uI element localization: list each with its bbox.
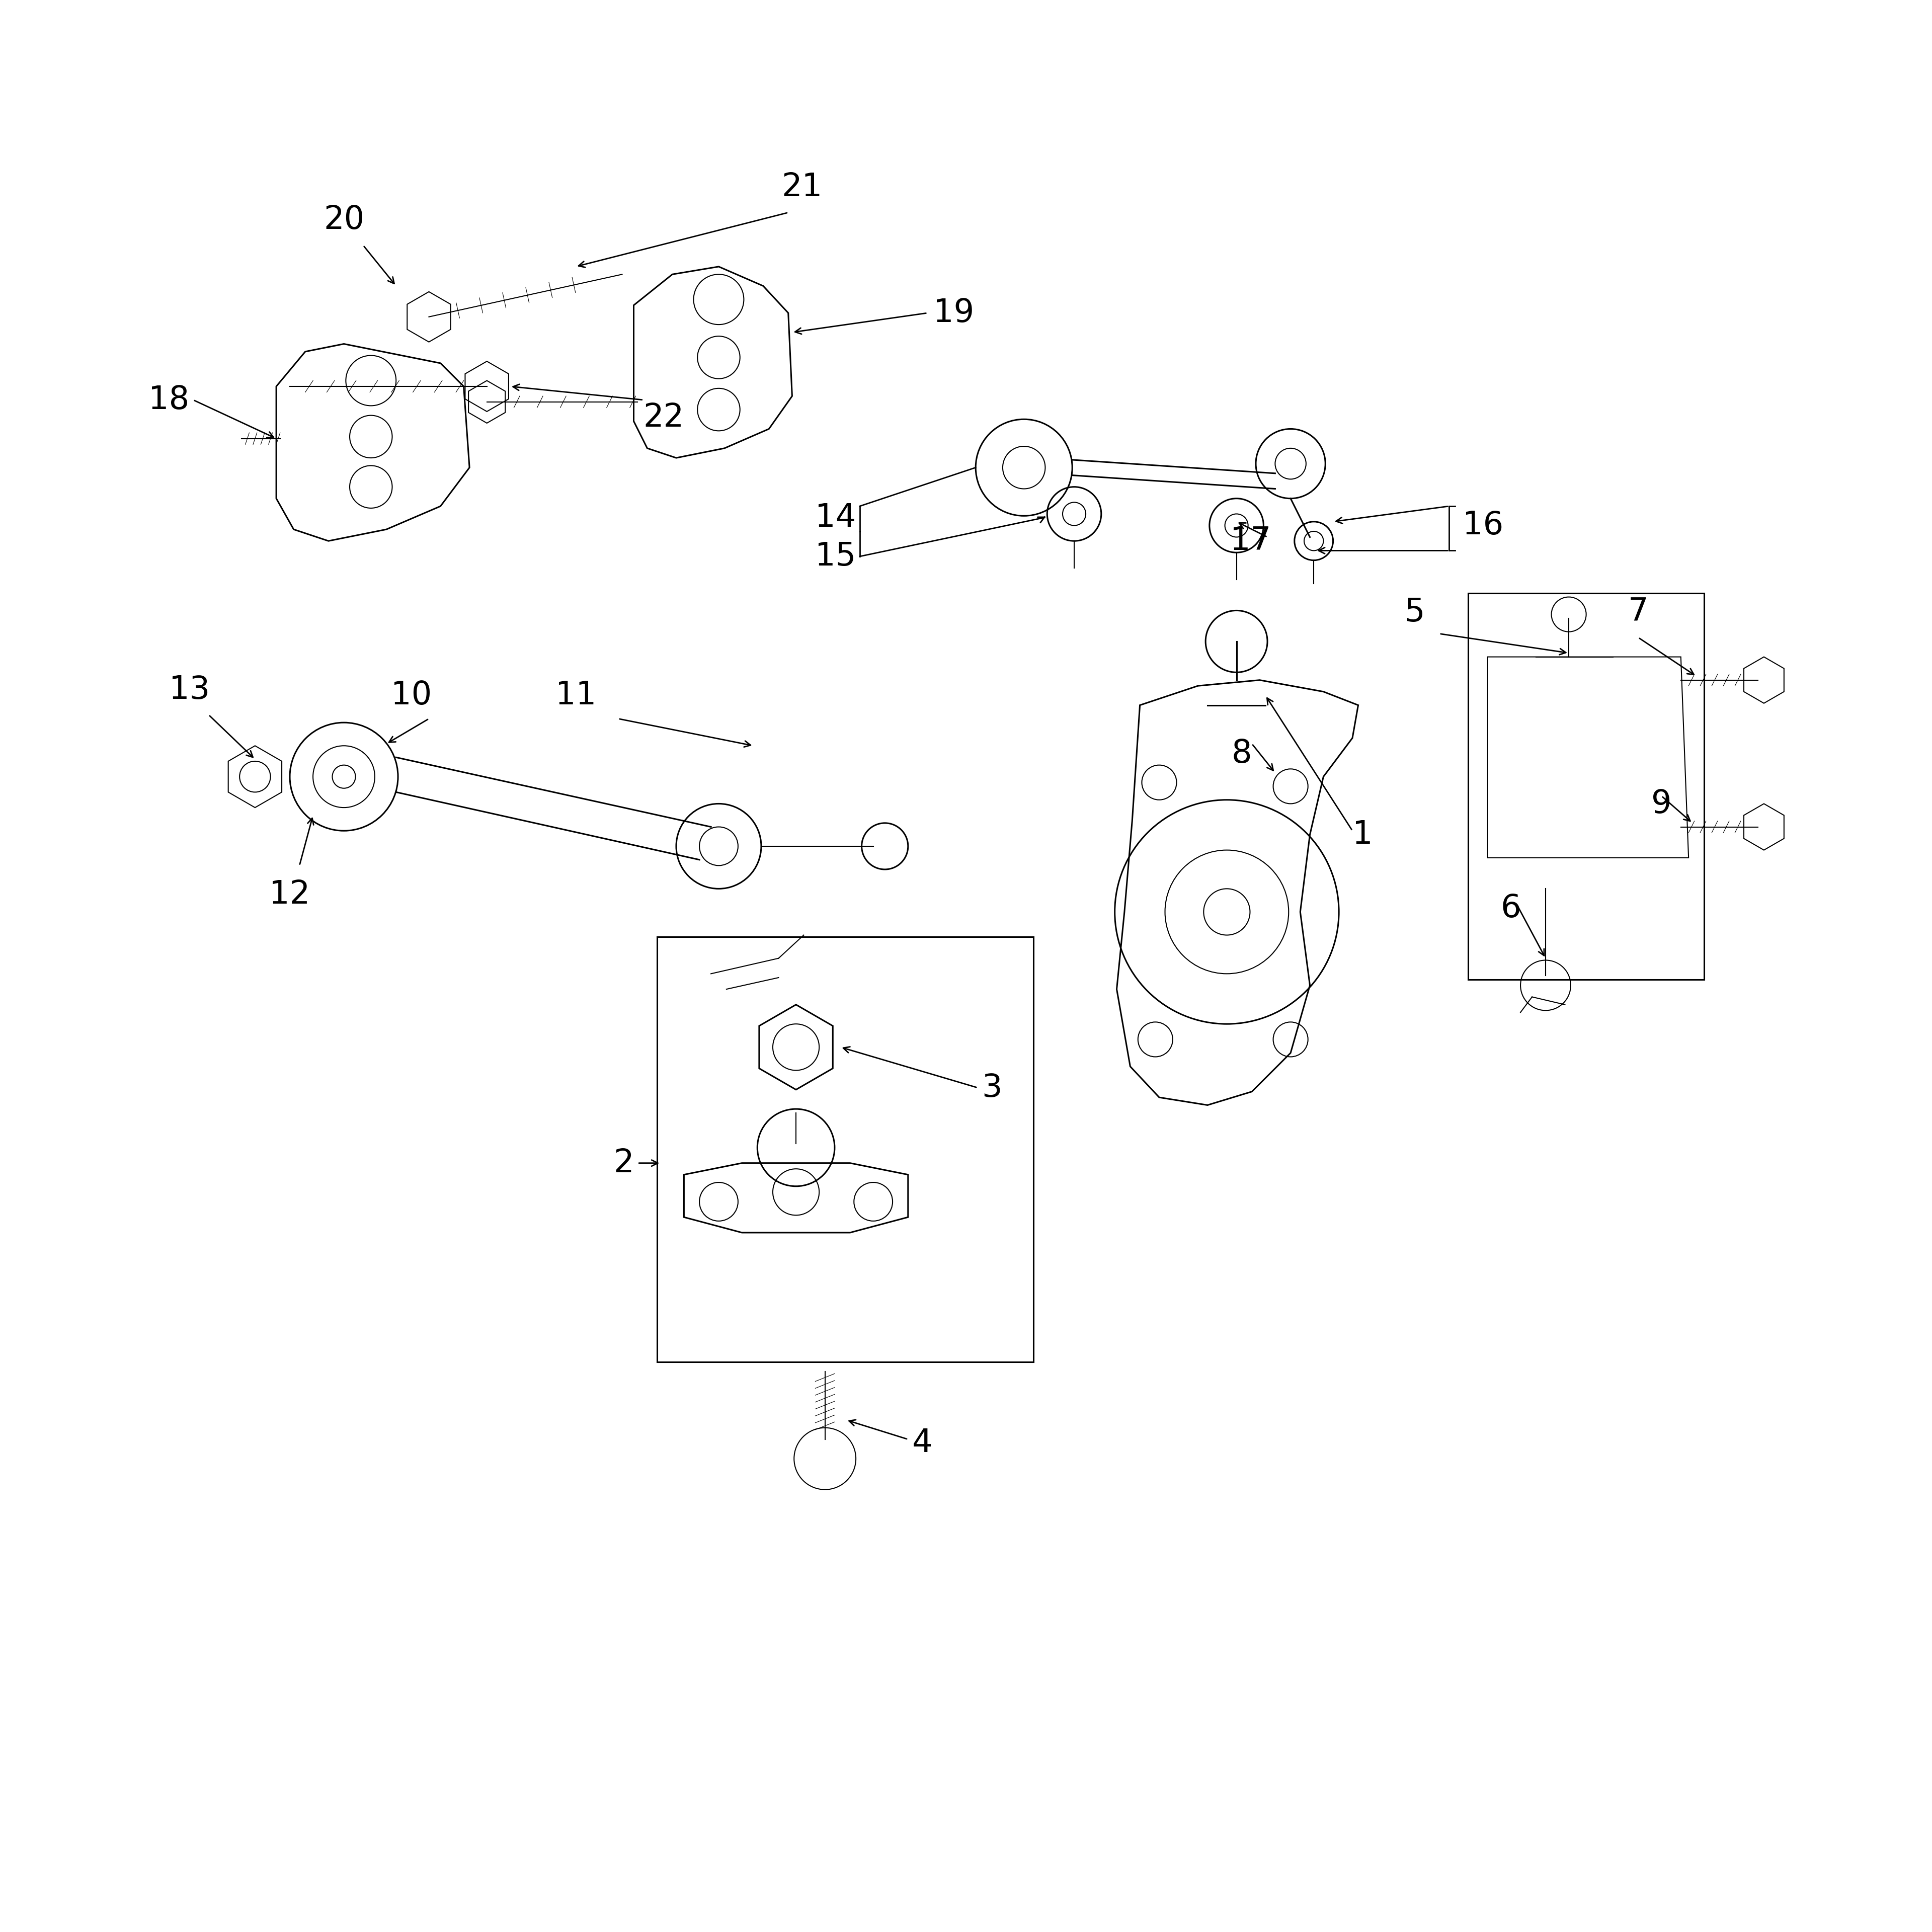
- Text: 5: 5: [1405, 597, 1424, 628]
- Text: 17: 17: [1231, 526, 1271, 556]
- Text: 19: 19: [933, 298, 974, 328]
- Text: 2: 2: [612, 1148, 634, 1179]
- Text: 7: 7: [1629, 597, 1648, 628]
- Text: 11: 11: [554, 680, 597, 711]
- Text: 8: 8: [1231, 738, 1252, 769]
- Text: 16: 16: [1463, 510, 1503, 541]
- Text: 9: 9: [1652, 788, 1671, 819]
- Text: 20: 20: [323, 205, 365, 236]
- Text: 1: 1: [1352, 819, 1374, 850]
- Text: 22: 22: [643, 402, 684, 433]
- Text: 6: 6: [1501, 893, 1520, 923]
- Text: 13: 13: [168, 674, 211, 705]
- Text: 18: 18: [149, 384, 189, 415]
- Text: 12: 12: [269, 879, 311, 910]
- Text: 21: 21: [781, 172, 823, 203]
- Text: 4: 4: [912, 1428, 933, 1459]
- Text: 3: 3: [981, 1072, 1003, 1103]
- Text: 15: 15: [815, 541, 856, 572]
- Text: 10: 10: [390, 680, 433, 711]
- Bar: [657, 937, 1034, 1362]
- Bar: [1468, 593, 1704, 980]
- Text: 14: 14: [815, 502, 856, 533]
